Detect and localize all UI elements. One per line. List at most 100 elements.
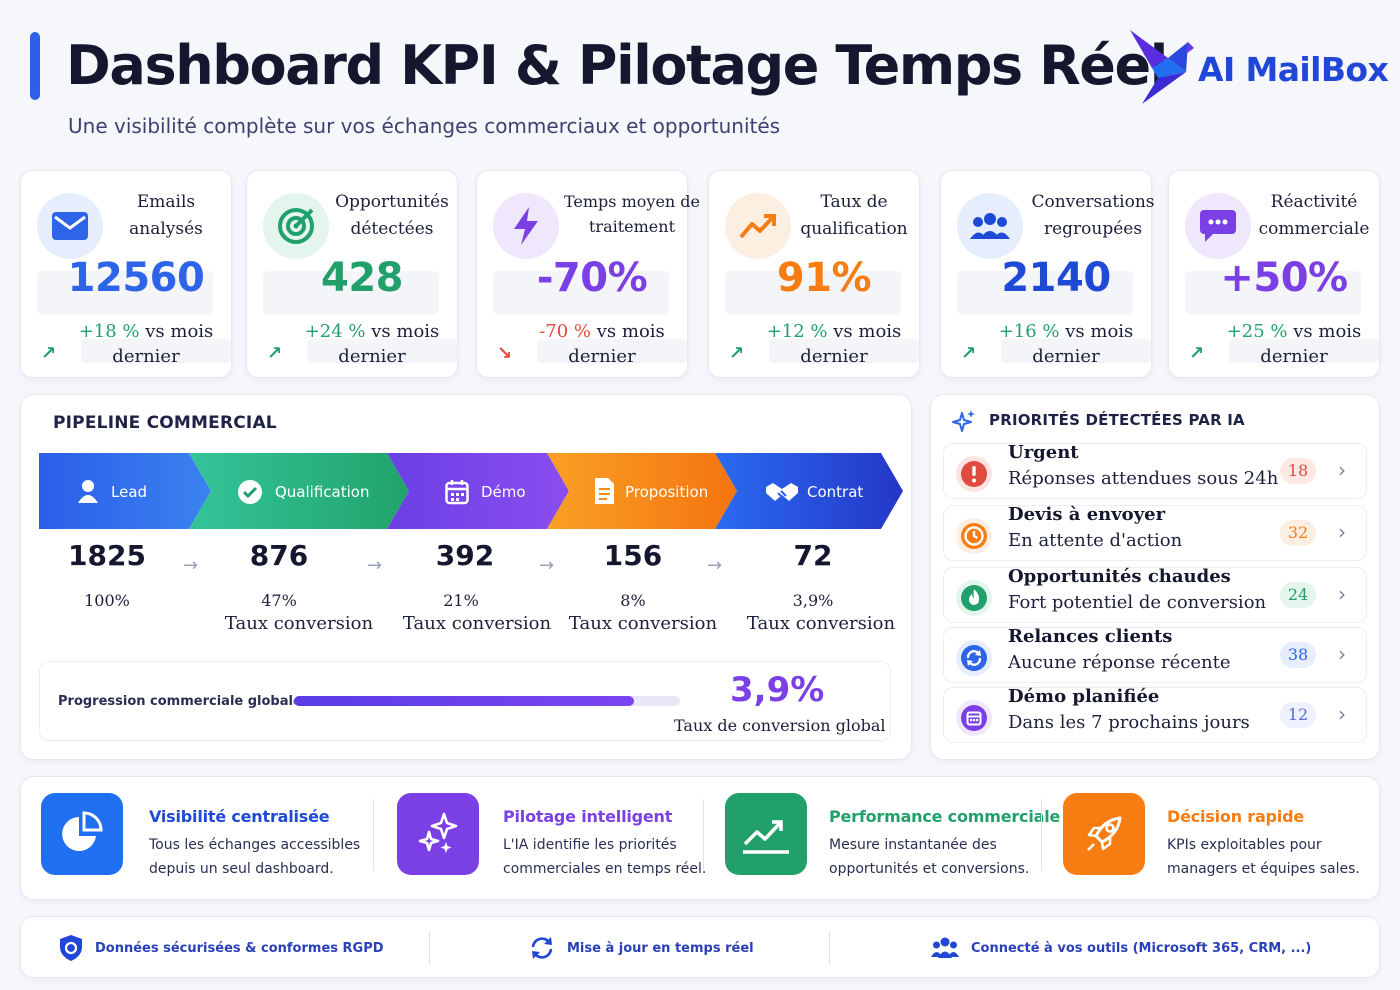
stage-count-demo: 392	[435, 539, 495, 572]
header: Dashboard KPI & Pilotage Temps Réel Une …	[0, 0, 1400, 160]
stage-shape-lead	[39, 453, 211, 529]
kpi-label: Taux de qualification	[800, 192, 908, 239]
calendar-icon	[445, 479, 469, 509]
progress-label: Progression commerciale globale	[58, 694, 302, 709]
stage-count-qualification: 876	[249, 539, 309, 572]
footer-divider	[829, 931, 830, 965]
progress-track	[294, 696, 680, 706]
stage-shape-qualification	[189, 453, 409, 529]
kpi-delta-value: +16 %	[998, 321, 1060, 342]
priority-row-demo[interactable]: Démo planifiée Dans les 7 prochains jour…	[943, 686, 1367, 743]
priority-desc: Dans les 7 prochains jours	[1008, 712, 1250, 733]
kpi-delta-value: +12 %	[766, 321, 828, 342]
title-accent-bar	[30, 32, 40, 100]
feature-desc: L'IA identifie les priorités commerciale…	[503, 837, 707, 877]
kpi-delta-backdrop	[81, 339, 231, 363]
kpi-value-backdrop	[37, 271, 213, 315]
kpi-delta-value: +18 %	[78, 321, 140, 342]
feature-title: Performance commerciale	[829, 807, 1061, 826]
flow-arrow-icon: →	[707, 555, 723, 576]
kpi-value: 2140	[1001, 255, 1111, 301]
footer-text: Données sécurisées & conformes RGPD	[95, 940, 384, 956]
chevron-right-icon[interactable]: ›	[1338, 582, 1346, 606]
trend-up-icon	[725, 193, 791, 259]
kpi-delta-value: +25 %	[1226, 321, 1288, 342]
kpi-delta-text: vs mois dernier	[112, 321, 214, 367]
features-band: Visibilité centralisée Tous les échanges…	[20, 776, 1380, 900]
refresh-icon	[956, 640, 992, 676]
feature-desc: Mesure instantanée des opportunités et c…	[829, 837, 1030, 877]
global-conversion-value: 3,9%	[730, 670, 825, 710]
priority-desc: Aucune réponse récente	[1008, 652, 1231, 673]
priority-row-follow-ups[interactable]: Relances clients Aucune réponse récente …	[943, 626, 1367, 683]
kpi-delta: +16 % vs mois dernier	[971, 319, 1161, 369]
sparkle-icon	[951, 409, 977, 439]
pipeline-title: PIPELINE COMMERCIAL	[53, 413, 277, 433]
priority-row-urgent[interactable]: Urgent Réponses attendues sous 24h 18 ›	[943, 442, 1367, 499]
kpi-label: Réactivité commerciale	[1258, 192, 1370, 239]
priority-title: Opportunités chaudes	[1008, 566, 1231, 587]
stage-count-lead: 1825	[68, 539, 146, 572]
kpi-delta: +12 % vs mois dernier	[739, 319, 929, 369]
kpi-value: 12560	[67, 255, 205, 301]
stage-shape-proposition	[547, 453, 737, 529]
priority-desc: Réponses attendues sous 24h	[1008, 468, 1279, 489]
page-title: Dashboard KPI & Pilotage Temps Réel	[66, 34, 1168, 97]
kpi-delta-text: vs mois dernier	[568, 321, 665, 367]
kpi-card-emails: Emails analysés 12560 +18 % vs mois dern…	[20, 170, 232, 378]
kpi-value-backdrop	[263, 271, 439, 315]
bird-logo-icon	[1130, 30, 1194, 104]
kpi-delta-backdrop	[537, 339, 687, 363]
chevron-right-icon[interactable]: ›	[1338, 642, 1346, 666]
chevron-right-icon[interactable]: ›	[1338, 458, 1346, 482]
footer-item-security: Données sécurisées & conformes RGPD	[59, 933, 384, 963]
rocket-icon	[1063, 793, 1145, 875]
priority-count-badge: 24	[1280, 582, 1316, 608]
footer-text: Connecté à vos outils (Microsoft 365, CR…	[971, 940, 1312, 956]
kpi-value-backdrop	[725, 271, 901, 315]
global-conversion-label: Taux de conversion global	[674, 716, 886, 735]
priority-title: Démo planifiée	[1008, 686, 1160, 707]
sync-icon	[531, 937, 553, 959]
flame-icon	[956, 580, 992, 616]
priority-row-hot-opportunities[interactable]: Opportunités chaudes Fort potentiel de c…	[943, 566, 1367, 623]
kpi-delta-text: vs mois dernier	[1032, 321, 1134, 367]
stage-label-contract: Contrat	[807, 483, 864, 501]
kpi-delta-backdrop	[1229, 339, 1379, 363]
users-icon	[957, 193, 1023, 259]
stage-conv-qualification: Taux conversion	[224, 613, 374, 634]
kpi-card-reactivity: Réactivité commerciale +50% +25 % vs moi…	[1168, 170, 1380, 378]
kpi-delta-backdrop	[769, 339, 919, 363]
pipeline-stages-graphic	[39, 453, 903, 529]
footer-item-integrations: Connecté à vos outils (Microsoft 365, CR…	[931, 933, 1311, 963]
priorities-panel: PRIORITÉS DÉTECTÉES PAR IA Urgent Répons…	[930, 394, 1380, 760]
kpi-delta: +25 % vs mois dernier	[1199, 319, 1389, 369]
alert-icon	[956, 456, 992, 492]
kpi-delta: -70 % vs mois dernier	[507, 319, 697, 369]
flow-arrow-icon: →	[367, 555, 383, 576]
trend-up-arrow-icon: ↗	[41, 343, 57, 364]
chevron-right-icon[interactable]: ›	[1338, 702, 1346, 726]
stage-shape-contract	[715, 453, 903, 529]
stage-label-demo: Démo	[481, 483, 526, 501]
progress-fill	[294, 696, 634, 706]
priority-count-badge: 38	[1280, 642, 1316, 668]
chevron-right-icon[interactable]: ›	[1338, 520, 1346, 544]
stage-pct-demo: 21%	[443, 591, 479, 610]
kpi-value: 91%	[776, 255, 872, 301]
feature-title: Visibilité centralisée	[149, 807, 330, 826]
feature-divider	[703, 799, 704, 871]
footer-text: Mise à jour en temps réel	[567, 940, 754, 956]
kpi-delta-text: vs mois dernier	[1260, 321, 1362, 367]
chart-line-icon	[725, 793, 807, 875]
kpi-delta: +18 % vs mois dernier	[51, 319, 241, 369]
feature-desc: Tous les échanges accessibles depuis un …	[149, 837, 361, 877]
feature-title: Pilotage intelligent	[503, 807, 673, 826]
trend-up-arrow-icon: ↗	[961, 343, 977, 364]
stage-label-proposition: Proposition	[625, 483, 709, 501]
lightning-icon	[493, 193, 559, 259]
footer-divider	[429, 931, 430, 965]
shield-icon	[60, 935, 82, 961]
kpi-card-qualification: Taux de qualification 91% +12 % vs mois …	[708, 170, 920, 378]
priority-row-quotes[interactable]: Devis à envoyer En attente d'action 32 ›	[943, 504, 1367, 561]
